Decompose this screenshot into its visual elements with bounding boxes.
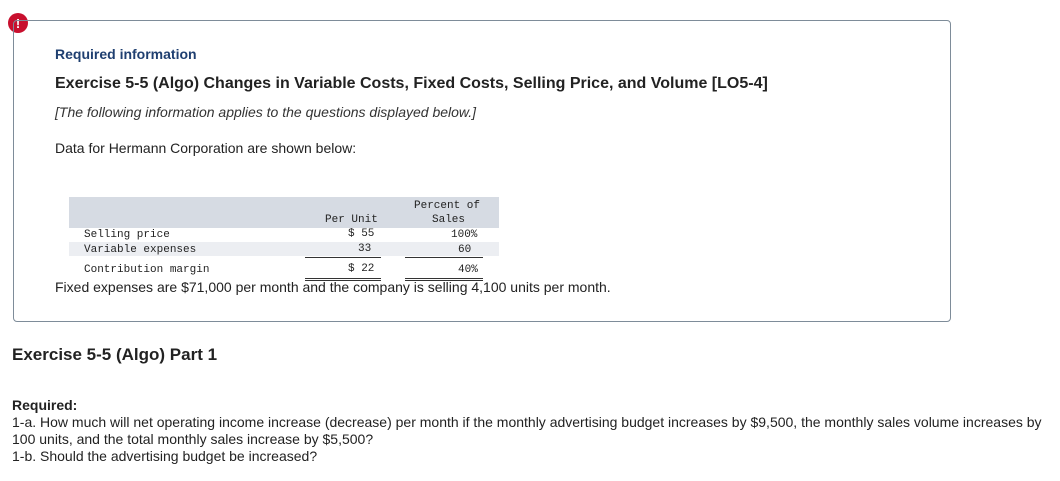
question-1a: 1-a. How much will net operating income … xyxy=(12,414,1042,447)
required-label: Required: xyxy=(12,397,78,413)
row-label: Contribution margin xyxy=(84,264,210,276)
subtotal-rule xyxy=(305,257,381,258)
col-percent-header-line2: Sales xyxy=(432,214,466,226)
info-note: [The following information applies to th… xyxy=(55,104,477,120)
col-per-unit-header: Per Unit xyxy=(325,214,378,226)
fixed-expenses-text: Fixed expenses are $71,000 per month and… xyxy=(55,279,611,295)
row-label: Selling price xyxy=(84,229,170,241)
row-percent: 40% xyxy=(458,264,478,276)
question-1b: 1-b. Should the advertising budget be in… xyxy=(12,448,318,464)
row-percent: 60 xyxy=(458,244,472,256)
total-double-rule xyxy=(305,280,381,281)
data-table: Per Unit Percent of Sales Selling price … xyxy=(69,197,499,281)
total-double-rule xyxy=(305,278,381,279)
subtotal-rule xyxy=(405,257,483,258)
col-percent-header-line1: Percent of xyxy=(414,200,481,212)
required-information-heading: Required information xyxy=(55,46,197,62)
row-per-unit: $ 22 xyxy=(348,263,375,275)
intro-text: Data for Hermann Corporation are shown b… xyxy=(55,140,357,156)
part-title: Exercise 5-5 (Algo) Part 1 xyxy=(12,345,218,364)
required-information-panel: Required information Exercise 5-5 (Algo)… xyxy=(13,20,951,322)
row-per-unit: 33 xyxy=(358,243,372,255)
table-row-band xyxy=(69,242,499,256)
exercise-title: Exercise 5-5 (Algo) Changes in Variable … xyxy=(55,75,768,92)
table-header-band xyxy=(69,197,499,228)
row-percent: 100% xyxy=(451,229,478,241)
total-double-rule xyxy=(405,278,483,279)
table-row-band xyxy=(69,228,499,242)
total-double-rule xyxy=(405,280,483,281)
row-per-unit: $ 55 xyxy=(348,228,375,240)
row-label: Variable expenses xyxy=(84,244,197,256)
